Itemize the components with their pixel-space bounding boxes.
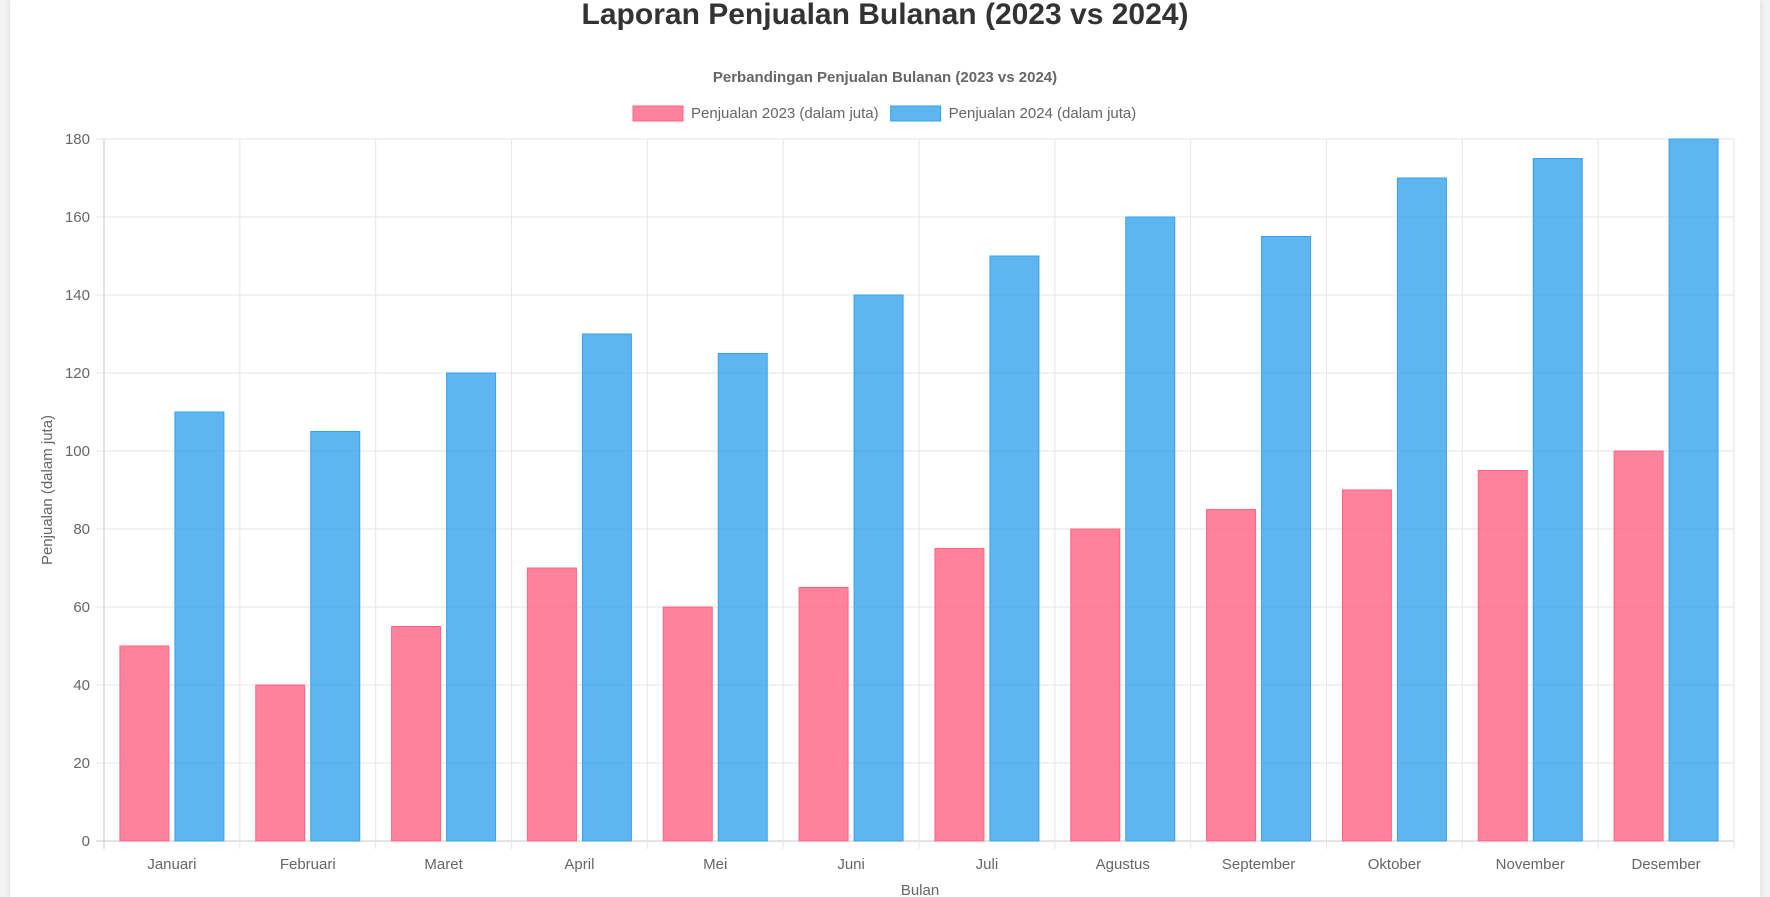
bar-series-1-juli[interactable]: [934, 548, 985, 842]
x-tick-label: Juli: [976, 856, 999, 873]
x-axis-title: Bulan: [901, 882, 939, 897]
x-tick-label: September: [1222, 856, 1295, 873]
bar-series-1-september[interactable]: [1206, 509, 1257, 842]
x-tick-label: Februari: [280, 856, 336, 873]
chart-title: Perbandingan Penjualan Bulanan (2023 vs …: [713, 69, 1057, 86]
y-tick-label: 80: [73, 521, 90, 538]
bar-series-2-juni[interactable]: [853, 294, 904, 842]
bar-series-1-april[interactable]: [526, 567, 577, 842]
bar-series-2-juli[interactable]: [989, 255, 1040, 842]
page-title: Laporan Penjualan Bulanan (2023 vs 2024): [581, 0, 1189, 31]
bars: [119, 138, 1719, 842]
bar-series-1-mei[interactable]: [662, 606, 713, 842]
y-axis: 0 20 40 60 80 100 120 140 160 180: [65, 131, 90, 850]
x-tick-label: November: [1496, 856, 1565, 873]
legend-item-2[interactable]: Penjualan 2024 (dalam juta): [890, 105, 1137, 122]
x-tick-label: April: [564, 856, 594, 873]
bar-series-2-mei[interactable]: [717, 353, 768, 842]
x-tick-label: Oktober: [1368, 856, 1421, 873]
legend-swatch: [890, 105, 942, 122]
y-tick-label: 0: [82, 833, 90, 850]
bar-series-1-november[interactable]: [1477, 470, 1528, 842]
bar-series-2-oktober[interactable]: [1396, 177, 1447, 842]
bar-series-2-april[interactable]: [581, 333, 632, 842]
legend-item-1[interactable]: Penjualan 2023 (dalam juta): [632, 105, 879, 122]
x-tick-label: Januari: [147, 856, 196, 873]
y-axis-title: Penjualan (dalam juta): [39, 415, 56, 565]
x-tick-label: Juni: [837, 856, 865, 873]
bar-series-1-agustus[interactable]: [1070, 528, 1121, 842]
x-tick-label: Maret: [424, 856, 463, 873]
y-tick-label: 100: [65, 443, 90, 460]
bar-series-2-maret[interactable]: [446, 372, 497, 842]
x-tick-label: Mei: [703, 856, 727, 873]
y-tick-label: 120: [65, 365, 90, 382]
bar-series-2-november[interactable]: [1532, 158, 1583, 842]
x-tick-label: Agustus: [1096, 856, 1150, 873]
legend-swatch: [632, 105, 684, 122]
bar-series-2-agustus[interactable]: [1125, 216, 1176, 842]
x-axis: Januari Februari Maret April Mei Juni Juli Agus…: [147, 856, 1700, 873]
y-tick-label: 60: [73, 599, 90, 616]
bar-series-2-januari[interactable]: [174, 411, 225, 842]
grid-lines: [96, 138, 1735, 849]
legend[interactable]: Penjualan 2023 (dalam juta) Penjualan 202…: [632, 105, 1137, 122]
y-tick-label: 20: [73, 755, 90, 772]
bar-series-1-maret[interactable]: [391, 626, 442, 842]
bar-series-2-februari[interactable]: [310, 431, 361, 842]
bar-series-1-februari[interactable]: [255, 684, 306, 842]
y-tick-label: 140: [65, 287, 90, 304]
legend-label: Penjualan 2024 (dalam juta): [949, 105, 1137, 122]
x-tick-label: Desember: [1631, 856, 1700, 873]
bar-series-1-januari[interactable]: [119, 645, 170, 842]
legend-label: Penjualan 2023 (dalam juta): [691, 105, 879, 122]
bar-series-2-september[interactable]: [1261, 236, 1312, 842]
y-tick-label: 160: [65, 209, 90, 226]
y-tick-label: 180: [65, 131, 90, 148]
bar-series-2-desember[interactable]: [1668, 138, 1719, 842]
y-tick-label: 40: [73, 677, 90, 694]
bar-series-1-desember[interactable]: [1613, 450, 1664, 842]
bar-series-1-juni[interactable]: [798, 587, 849, 842]
bar-series-1-oktober[interactable]: [1341, 489, 1392, 842]
